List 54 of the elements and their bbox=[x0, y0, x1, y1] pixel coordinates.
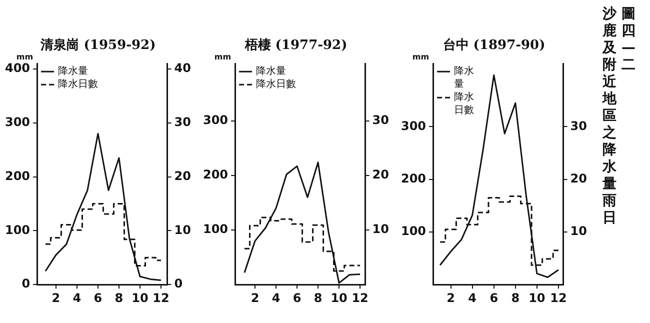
y2-tick-label: 20 bbox=[174, 168, 192, 183]
x-tick-label: 4 bbox=[72, 290, 82, 305]
y2-tick-label: 0 bbox=[174, 276, 183, 291]
x-tick-label: 6 bbox=[292, 290, 302, 305]
y2-tick-label: 30 bbox=[174, 115, 192, 130]
x-tick-label: 10 bbox=[132, 290, 148, 305]
x-tick-label: 6 bbox=[94, 290, 102, 305]
y-tick-label: 200 bbox=[4, 168, 30, 183]
legend-label: 降水量 bbox=[454, 65, 474, 90]
y-tick-label: 200 bbox=[202, 168, 228, 182]
y-tick-label: 200 bbox=[400, 171, 426, 186]
text: 圖四—二 bbox=[621, 6, 636, 75]
x-tick-label: 10 bbox=[528, 290, 546, 305]
x-tick-label: 2 bbox=[446, 290, 455, 305]
y2-tick-label: 40 bbox=[174, 61, 192, 76]
x-tick-label: 8 bbox=[114, 290, 124, 305]
x-tick-label: 4 bbox=[468, 290, 477, 305]
y-axis-title: mm bbox=[16, 52, 34, 62]
y-tick-label: 300 bbox=[4, 115, 30, 130]
y-tick-label: 100 bbox=[4, 222, 30, 237]
y-tick-label: 100 bbox=[202, 222, 228, 236]
chart-title: 台中 (1897-90) bbox=[442, 37, 546, 54]
y-tick-label: 400 bbox=[4, 61, 30, 76]
y2-tick-label: 20 bbox=[570, 171, 588, 186]
x-tick-label: 8 bbox=[314, 290, 322, 305]
y-axis-title: mm bbox=[214, 52, 232, 62]
x-tick-label: 2 bbox=[52, 290, 60, 305]
y-tick-label: 100 bbox=[400, 224, 426, 238]
y2-tick-label: 20 bbox=[372, 168, 390, 182]
y-tick-label: 0 bbox=[22, 276, 30, 291]
x-tick-label: 12 bbox=[352, 290, 368, 305]
chart-title: 梧棲 (1977-92) bbox=[244, 38, 348, 54]
y-axis-title: mm bbox=[412, 52, 430, 62]
chart-title: 清泉崗 (1959-92) bbox=[39, 37, 156, 54]
y-tick-label: 300 bbox=[400, 118, 426, 133]
x-tick-label: 6 bbox=[490, 290, 498, 305]
x-tick-label: 12 bbox=[152, 290, 170, 305]
text: 沙鹿及附近地區之降水量雨日 bbox=[602, 6, 616, 226]
legend-label: 降水量 bbox=[58, 65, 88, 78]
x-tick-label: 8 bbox=[511, 290, 520, 305]
y2-tick-label: 10 bbox=[174, 222, 192, 237]
y2-tick-label: 30 bbox=[372, 113, 390, 128]
x-tick-label: 10 bbox=[330, 290, 348, 305]
y-tick-label: 300 bbox=[202, 113, 228, 128]
x-tick-label: 12 bbox=[550, 290, 567, 305]
y2-tick-label: 10 bbox=[372, 222, 390, 236]
y2-tick-label: 30 bbox=[570, 118, 588, 133]
y2-tick-label: 10 bbox=[570, 224, 588, 238]
legend-label: 降水日數 bbox=[454, 91, 474, 116]
legend-label: 降水日數 bbox=[256, 78, 296, 90]
legend-label: 降水日數 bbox=[58, 78, 98, 90]
legend-label: 降水量 bbox=[256, 65, 286, 78]
x-tick-label: 4 bbox=[272, 290, 280, 305]
x-tick-label: 2 bbox=[250, 290, 260, 305]
